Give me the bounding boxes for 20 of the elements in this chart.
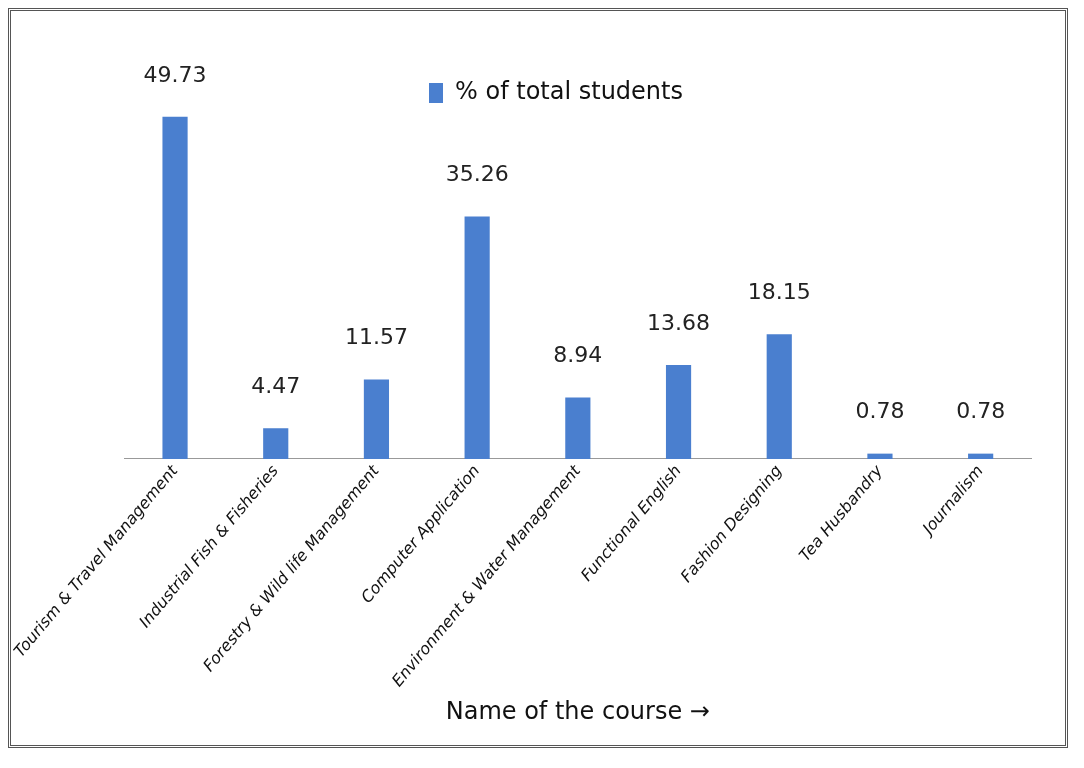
bar	[263, 428, 289, 459]
data-label: 4.47	[251, 372, 301, 398]
bar	[968, 453, 994, 459]
data-label: 49.73	[143, 61, 207, 87]
data-label: 0.78	[956, 398, 1006, 424]
bar	[363, 379, 390, 459]
data-label: 0.78	[855, 398, 905, 424]
bar	[464, 216, 490, 459]
data-label: 35.26	[445, 161, 509, 187]
bar	[565, 397, 591, 459]
bar	[766, 334, 792, 459]
data-label: 8.94	[553, 342, 603, 368]
data-label: 13.68	[647, 309, 711, 335]
x-axis-title: Name of the course →	[445, 696, 710, 725]
data-label: 18.15	[747, 278, 811, 304]
data-label: 11.57	[344, 324, 408, 350]
bar	[867, 453, 893, 459]
bar	[162, 116, 188, 459]
legend-label: % of total students	[455, 77, 683, 106]
bar	[665, 364, 692, 459]
